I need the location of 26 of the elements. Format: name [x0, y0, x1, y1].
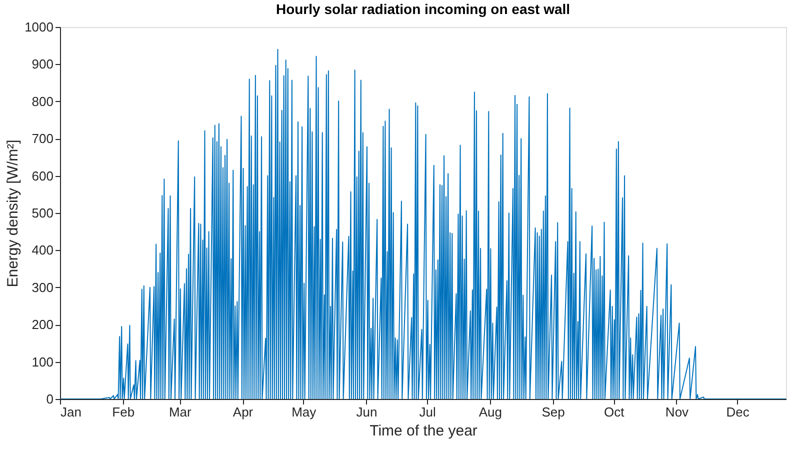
- x-tick-label: Jun: [356, 404, 378, 420]
- y-tick-label: 200: [32, 317, 54, 332]
- x-tick-label: Oct: [604, 404, 625, 420]
- x-tick-label: Mar: [168, 404, 192, 420]
- y-tick-label: 0: [46, 392, 54, 406]
- x-tick-label: Aug: [478, 404, 502, 420]
- y-tick-label: 700: [32, 131, 54, 146]
- y-tick-label: 900: [32, 56, 54, 72]
- x-tick-label: Apr: [232, 404, 254, 420]
- y-axis-title: Energy density [W/m²]: [4, 140, 22, 288]
- x-tick-label: Dec: [726, 404, 750, 420]
- x-axis-title: Time of the year: [370, 422, 478, 440]
- x-tick-label: Feb: [112, 404, 135, 420]
- y-tick-label: 100: [32, 354, 54, 370]
- y-tick-label: 600: [32, 168, 54, 184]
- y-tick-label: 1000: [24, 20, 54, 34]
- y-tick-label: 500: [32, 206, 54, 220]
- y-tick-label: 300: [32, 280, 54, 295]
- y-tick-label: 400: [32, 242, 54, 258]
- x-tick-label: Sep: [542, 404, 565, 420]
- x-tick-label: Nov: [665, 404, 690, 420]
- chart-title: Hourly solar radiation incoming on east wall: [276, 1, 570, 17]
- x-tick-label: Jan: [60, 404, 82, 420]
- x-tick-label: Jul: [419, 404, 436, 420]
- x-tick-label: May: [292, 404, 317, 420]
- y-tick-label: 800: [32, 94, 54, 109]
